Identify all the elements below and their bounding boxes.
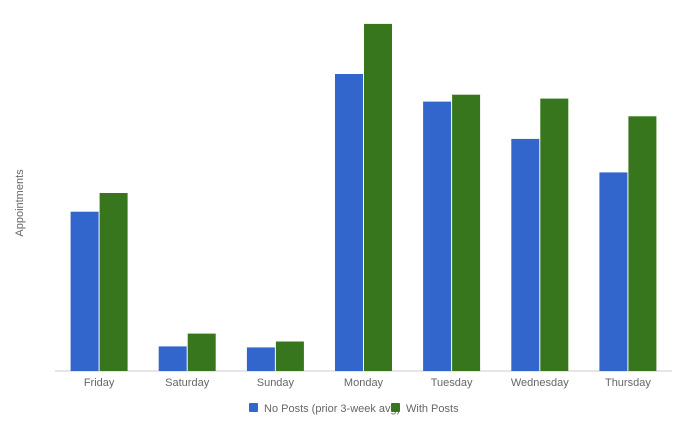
bar-tuesday-series-1 (452, 94, 481, 371)
category-label-sunday: Sunday (257, 377, 295, 389)
bar-sunday-series-1 (275, 341, 304, 371)
y-axis-label: Appointments (14, 169, 26, 237)
bar-wednesday-series-0 (511, 138, 540, 371)
category-labels: Friday Saturday Sunday Monday Tuesday Wednesd… (84, 377, 652, 389)
category-label-tuesday: Tuesday (431, 377, 473, 389)
legend-label-no-posts: No Posts (prior 3-week avg) (264, 403, 400, 415)
bar-tuesday-series-0 (423, 101, 452, 371)
legend-swatch-with-posts (391, 403, 400, 412)
legend-swatch-no-posts (249, 403, 258, 412)
bar-friday-series-1 (99, 193, 128, 371)
bar-saturday-series-1 (187, 333, 216, 371)
category-label-saturday: Saturday (165, 377, 210, 389)
legend: No Posts (prior 3-week avg) With Posts (249, 403, 459, 415)
bar-friday-series-0 (70, 211, 99, 371)
bar-wednesday-series-1 (540, 98, 569, 371)
category-label-wednesday: Wednesday (511, 377, 569, 389)
category-label-friday: Friday (84, 377, 115, 389)
bar-saturday-series-0 (158, 346, 187, 371)
bar-thursday-series-1 (628, 116, 657, 371)
bar-monday-series-1 (364, 23, 392, 372)
category-label-monday: Monday (344, 377, 384, 389)
legend-label-with-posts: With Posts (406, 403, 459, 415)
bar-thursday-series-0 (599, 172, 628, 371)
bars-group (70, 23, 657, 372)
bar-sunday-series-0 (246, 347, 275, 371)
bar-monday-series-0 (335, 74, 363, 371)
category-label-thursday: Thursday (605, 377, 651, 389)
